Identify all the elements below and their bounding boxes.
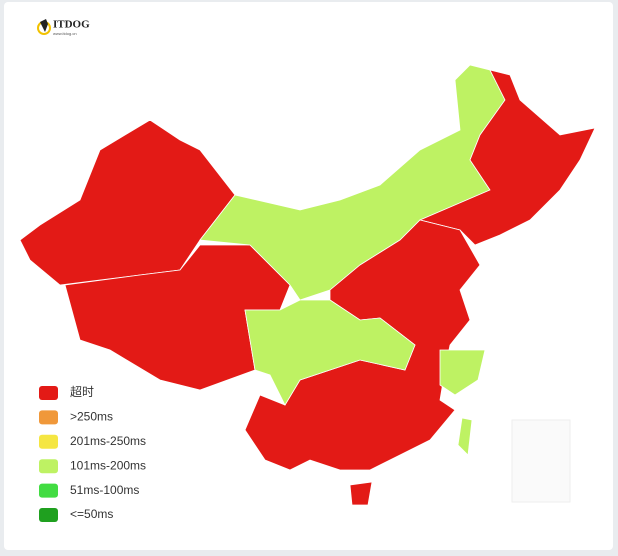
logo-icon [40, 19, 48, 32]
legend-swatch [39, 434, 58, 449]
legend-swatch [39, 508, 58, 522]
logo-title: ITDOG [53, 19, 90, 31]
legend-swatch [39, 410, 58, 425]
legend-label: 101ms-200ms [70, 458, 146, 472]
regions [19, 64, 596, 506]
legend: 超时 >250ms 201ms-250ms 101ms-200ms 51ms-100ms… [39, 384, 146, 522]
region [418, 69, 596, 246]
legend-swatch [39, 483, 58, 498]
inset-box [511, 419, 571, 503]
region [457, 417, 473, 456]
logo: ITDOG www.itdog.cn [37, 19, 90, 36]
legend-swatch [39, 459, 58, 474]
map: ITDOG www.itdog.cn 超时 >250ms 201ms-250ms 10… [19, 19, 596, 522]
region [244, 299, 416, 406]
legend-label: <=50ms [70, 507, 113, 521]
region [439, 349, 486, 396]
legend-label: 超时 [70, 384, 94, 399]
legend-swatch [39, 386, 58, 400]
legend-label: 51ms-100ms [70, 483, 139, 497]
legend-label: 201ms-250ms [70, 434, 146, 448]
logo-subtitle: www.itdog.cn [53, 31, 77, 36]
region [349, 481, 373, 506]
legend-label: >250ms [70, 410, 113, 424]
map-card: ITDOG www.itdog.cn 超时 >250ms 201ms-250ms 10… [4, 2, 613, 550]
